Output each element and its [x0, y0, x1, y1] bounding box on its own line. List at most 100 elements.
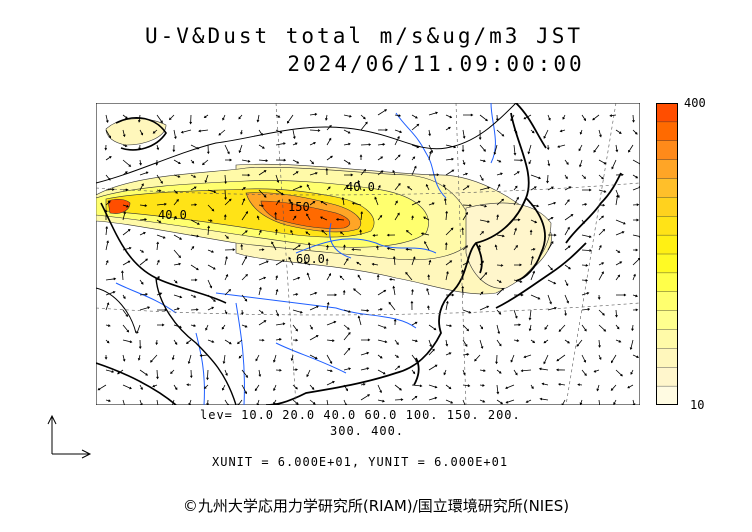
wind-arrow — [292, 215, 297, 221]
wind-arrow — [425, 184, 430, 191]
colorbar-segment — [656, 385, 678, 405]
wind-arrow — [564, 279, 569, 287]
wind-arrow — [392, 169, 396, 176]
wind-arrow — [139, 183, 144, 191]
wind-arrow — [479, 174, 484, 181]
wind-arrow — [256, 114, 260, 123]
wind-arrow — [275, 338, 282, 341]
wind-arrow — [241, 255, 247, 266]
wind-arrow — [377, 128, 388, 132]
wind-arrow — [479, 144, 486, 152]
wind-arrow — [326, 380, 335, 386]
wind-arrow — [632, 257, 640, 266]
wind-arrow — [527, 144, 532, 155]
wind-arrow — [394, 365, 401, 371]
wind-arrow — [428, 173, 440, 177]
wind-arrow — [632, 354, 640, 358]
wind-arrow — [326, 301, 330, 311]
wind-arrow — [238, 144, 243, 154]
wind-arrow — [523, 114, 532, 120]
wind-arrow — [461, 227, 465, 236]
wind-arrow — [241, 230, 248, 236]
wind-arrow — [320, 216, 328, 221]
wind-arrow — [343, 129, 351, 134]
wind-arrow — [479, 339, 484, 349]
wind-arrow — [258, 159, 269, 163]
wind-arrow — [598, 271, 604, 281]
wind-arrow — [410, 300, 414, 311]
wind-arrow — [495, 114, 499, 122]
wind-arrow — [326, 369, 333, 373]
wind-arrow — [292, 129, 296, 140]
wind-arrow — [343, 399, 348, 405]
wind-arrow — [411, 114, 418, 119]
wind-arrow — [598, 129, 602, 138]
wind-arrow — [462, 203, 472, 207]
wind-arrow — [510, 114, 515, 122]
wind-arrow — [173, 159, 181, 164]
wind-arrow — [273, 384, 277, 392]
wind-arrow — [479, 260, 484, 266]
wind-arrow — [411, 144, 420, 149]
wind-arrow — [579, 399, 583, 405]
wind-arrow — [523, 354, 532, 359]
wind-arrow — [207, 264, 216, 270]
wind-arrow — [309, 129, 321, 132]
wind-arrow — [462, 245, 469, 251]
wind-arrow — [610, 384, 617, 391]
wind-arrow — [224, 399, 230, 405]
wind-arrow — [139, 129, 144, 136]
wind-arrow — [530, 384, 534, 390]
wind-arrow — [207, 204, 215, 212]
wind-arrow — [138, 339, 142, 349]
wind-arrow — [513, 263, 522, 267]
wind-arrow — [530, 339, 536, 344]
wind-arrow — [424, 241, 430, 251]
wind-arrow — [496, 264, 504, 267]
wind-arrow — [581, 203, 588, 206]
wind-arrow — [105, 277, 117, 281]
wind-arrow — [411, 395, 418, 401]
wind-arrow — [343, 331, 351, 341]
wind-arrow — [394, 182, 401, 191]
colorbar-min-label: 10 — [690, 398, 705, 412]
wind-arrow — [394, 398, 404, 402]
wind-arrow — [564, 309, 567, 316]
wind-arrow — [292, 244, 301, 251]
wind-arrow — [359, 229, 363, 236]
wind-arrow — [632, 308, 639, 312]
wind-arrow — [377, 369, 386, 375]
wind-arrow — [558, 324, 566, 332]
wind-arrow — [411, 165, 417, 176]
wind-arrow — [547, 241, 554, 251]
wind-arrow — [240, 243, 244, 251]
wind-arrow — [343, 347, 351, 356]
wind-arrow — [564, 186, 572, 191]
wind-arrow — [258, 320, 267, 326]
wind-arrow — [97, 384, 107, 391]
wind-arrow — [530, 270, 535, 281]
wind-arrow — [564, 339, 570, 344]
wind-arrow — [579, 159, 583, 168]
wind-arrow — [309, 142, 317, 146]
wind-arrow — [122, 384, 132, 390]
wind-arrow — [377, 324, 387, 329]
wind-arrow — [292, 276, 301, 281]
wind-arrow — [496, 339, 502, 347]
wind-arrow — [428, 144, 433, 153]
wind-arrow — [505, 399, 515, 404]
wind-arrow — [556, 354, 566, 362]
wind-arrow — [286, 114, 294, 124]
wind-arrow — [405, 248, 413, 251]
wind-arrow — [428, 129, 432, 137]
wind-arrow — [377, 384, 382, 394]
wind-arrow — [564, 264, 571, 270]
wind-arrow — [139, 204, 148, 207]
wind-arrow — [343, 244, 346, 251]
wind-arrow — [343, 367, 352, 371]
wind-arrow — [105, 302, 110, 311]
wind-arrow — [292, 142, 298, 146]
wind-arrow — [479, 186, 491, 191]
wind-arrow — [462, 369, 466, 376]
wind-arrow — [224, 339, 232, 345]
